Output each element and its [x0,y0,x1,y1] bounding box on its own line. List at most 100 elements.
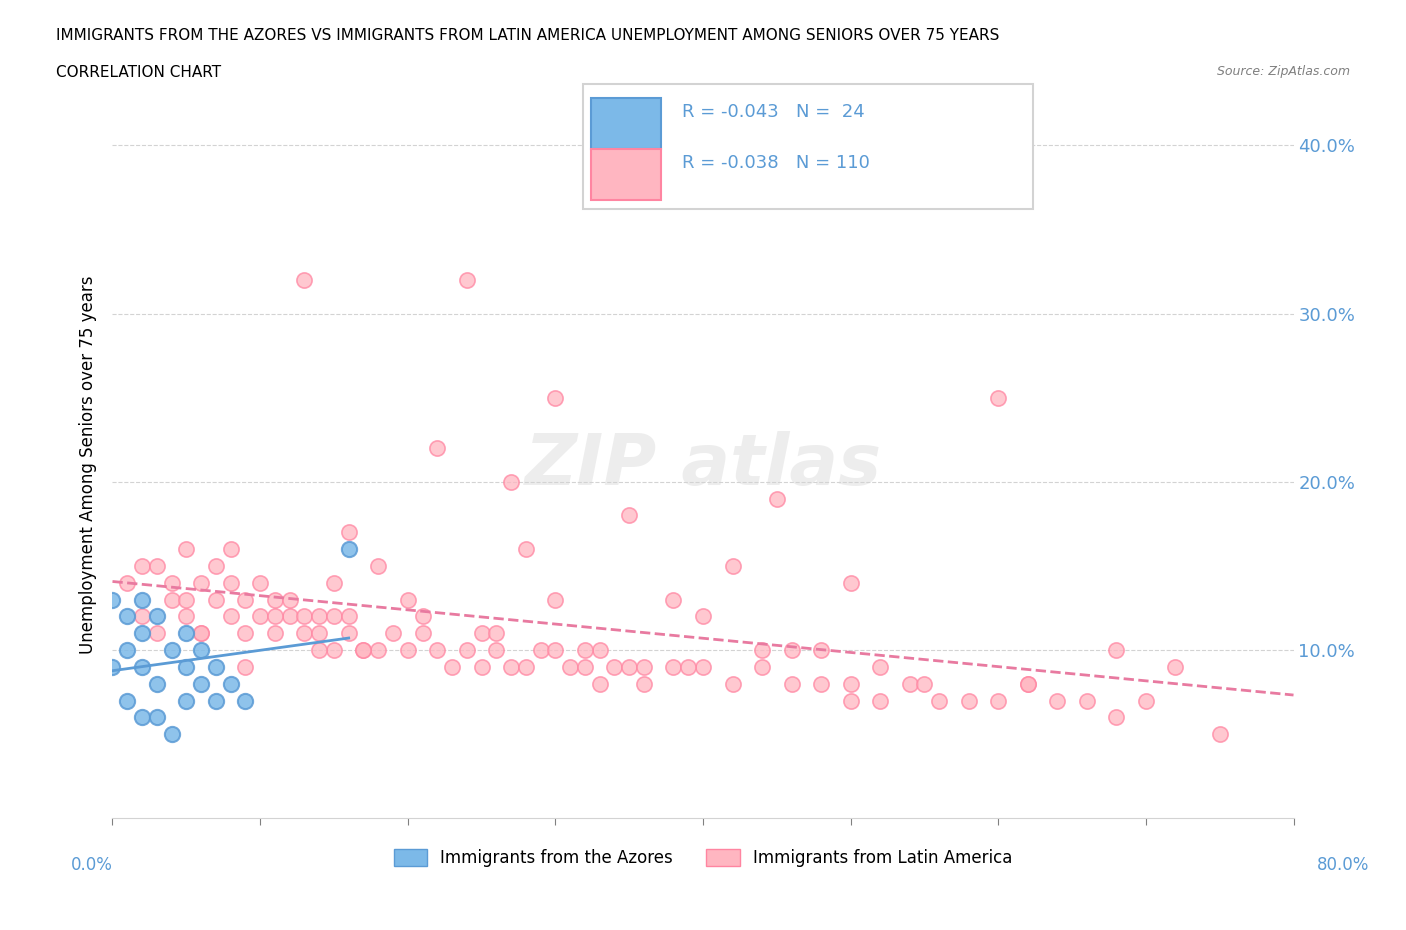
Immigrants from Latin America [869,693,891,708]
Immigrants from Latin America [721,559,744,574]
Immigrants from Latin America [441,659,464,674]
Immigrants from Latin America [501,474,523,489]
Immigrants from Latin America [396,643,419,658]
Immigrants from Latin America [619,508,641,523]
Immigrants from Latin America [278,609,301,624]
Immigrants from Latin America [264,609,287,624]
Immigrants from Latin America [426,441,449,456]
Immigrants from Latin America [470,626,494,641]
Immigrants from Latin America [308,643,330,658]
Immigrants from Latin America [382,626,405,641]
Immigrants from Latin America [914,676,936,691]
Immigrants from Latin America [987,693,1010,708]
Immigrants from Latin America [190,576,212,591]
Immigrants from Latin America [869,659,891,674]
Immigrants from Latin America [174,541,197,556]
Immigrants from the Azores [117,609,138,624]
Immigrants from Latin America [692,659,714,674]
Immigrants from the Azores [337,541,360,556]
Immigrants from Latin America [131,559,153,574]
Immigrants from Latin America [928,693,950,708]
Immigrants from Latin America [117,576,138,591]
Immigrants from Latin America [588,643,610,658]
Immigrants from Latin America [411,609,433,624]
Immigrants from Latin America [411,626,433,641]
Immigrants from the Azores [146,609,169,624]
Immigrants from Latin America [529,643,551,658]
Text: ZIP atlas: ZIP atlas [524,431,882,499]
Immigrants from Latin America [1164,659,1187,674]
Immigrants from Latin America [249,576,271,591]
Immigrants from Latin America [588,676,610,691]
Immigrants from Latin America [751,643,773,658]
Immigrants from Latin America [839,676,862,691]
Immigrants from Latin America [1046,693,1069,708]
Immigrants from Latin America [146,559,169,574]
Immigrants from Latin America [264,626,287,641]
Immigrants from Latin America [780,676,803,691]
Immigrants from Latin America [308,626,330,641]
Text: IMMIGRANTS FROM THE AZORES VS IMMIGRANTS FROM LATIN AMERICA UNEMPLOYMENT AMONG S: IMMIGRANTS FROM THE AZORES VS IMMIGRANTS… [56,28,1000,43]
Immigrants from Latin America [249,609,271,624]
Immigrants from Latin America [810,643,832,658]
Immigrants from Latin America [603,659,626,674]
Immigrants from Latin America [1105,710,1128,724]
Immigrants from Latin America [1208,727,1232,742]
Immigrants from the Azores [101,592,124,607]
Immigrants from Latin America [308,609,330,624]
Immigrants from Latin America [456,272,478,287]
Immigrants from Latin America [456,643,478,658]
Immigrants from Latin America [233,626,256,641]
Immigrants from Latin America [292,609,315,624]
Immigrants from Latin America [323,643,346,658]
Immigrants from Latin America [337,525,360,539]
Immigrants from Latin America [219,541,242,556]
Immigrants from Latin America [470,659,494,674]
Immigrants from the Azores [190,643,212,658]
Immigrants from Latin America [174,609,197,624]
Immigrants from the Azores [160,727,183,742]
Legend: Immigrants from the Azores, Immigrants from Latin America: Immigrants from the Azores, Immigrants f… [387,843,1019,873]
Immigrants from Latin America [160,576,183,591]
Immigrants from Latin America [160,592,183,607]
Immigrants from Latin America [839,693,862,708]
Immigrants from Latin America [233,592,256,607]
Immigrants from Latin America [426,643,449,658]
Immigrants from Latin America [337,609,360,624]
Immigrants from Latin America [721,676,744,691]
Immigrants from Latin America [1076,693,1098,708]
Immigrants from Latin America [219,609,242,624]
Immigrants from Latin America [396,592,419,607]
Text: R = -0.038   N = 110: R = -0.038 N = 110 [682,153,870,172]
Immigrants from Latin America [219,576,242,591]
Immigrants from Latin America [515,541,537,556]
Immigrants from Latin America [558,659,582,674]
Immigrants from Latin America [678,659,700,674]
Immigrants from Latin America [780,643,803,658]
Immigrants from Latin America [278,592,301,607]
Immigrants from Latin America [766,491,789,506]
Immigrants from Latin America [1017,676,1039,691]
Immigrants from the Azores [174,693,197,708]
Immigrants from the Azores [117,693,138,708]
Immigrants from the Azores [174,626,197,641]
Immigrants from Latin America [233,659,256,674]
Text: Source: ZipAtlas.com: Source: ZipAtlas.com [1216,65,1350,78]
Y-axis label: Unemployment Among Seniors over 75 years: Unemployment Among Seniors over 75 years [79,276,97,654]
Immigrants from Latin America [501,659,523,674]
Immigrants from Latin America [987,391,1010,405]
Immigrants from Latin America [662,659,685,674]
Immigrants from Latin America [205,592,228,607]
Immigrants from Latin America [574,643,596,658]
Immigrants from Latin America [146,626,169,641]
Immigrants from Latin America [174,592,197,607]
Immigrants from Latin America [190,626,212,641]
Immigrants from Latin America [352,643,374,658]
Immigrants from the Azores [174,659,197,674]
Immigrants from the Azores [101,659,124,674]
Immigrants from Latin America [810,676,832,691]
Immigrants from Latin America [957,693,980,708]
Immigrants from Latin America [751,659,773,674]
Immigrants from Latin America [898,676,921,691]
Immigrants from Latin America [574,659,596,674]
